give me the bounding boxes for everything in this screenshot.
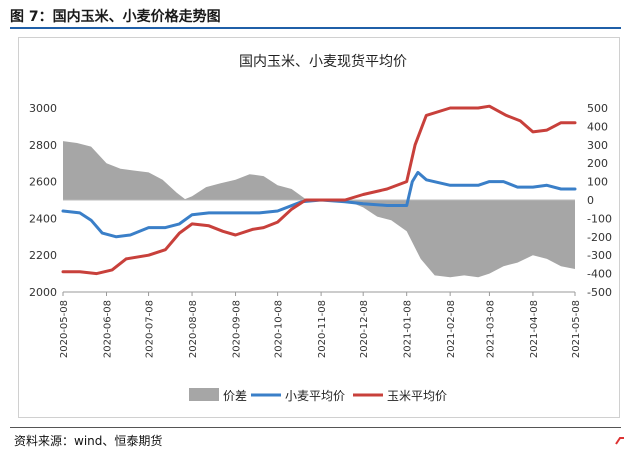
y-right-tick-label: 500	[587, 102, 608, 115]
series-corn-line	[61, 104, 577, 276]
y-right-tick-label: -300	[587, 249, 612, 262]
y-right-tick-label: -200	[587, 231, 612, 244]
legend-label: 价差	[223, 389, 247, 403]
x-tick-label: 2021-04-08	[529, 300, 540, 358]
x-tick-label: 2020-06-08	[103, 300, 114, 358]
y-left-tick-label: 3000	[29, 102, 57, 115]
y-right-tick-label: 0	[587, 194, 594, 207]
x-tick-label: 2020-08-08	[188, 300, 199, 358]
legend-item: 玉米平均价	[353, 389, 447, 403]
y-left-tick-label: 2200	[29, 249, 57, 262]
x-tick-label: 2020-09-08	[232, 300, 243, 358]
chart-title: 国内玉米、小麦现货平均价	[239, 53, 407, 70]
x-tick-label: 2021-03-08	[485, 300, 496, 358]
y-right-tick-label: 300	[587, 139, 608, 152]
legend-item: 小麦平均价	[251, 389, 345, 403]
figure-title: 图 7：国内玉米、小麦价格走势图	[10, 9, 221, 25]
x-tick-label: 2020-05-08	[59, 300, 70, 358]
legend-swatch-diff	[189, 388, 219, 401]
y-right-tick-label: 100	[587, 176, 608, 189]
y-right-tick-label: 400	[587, 120, 608, 133]
legend-label: 小麦平均价	[285, 389, 345, 403]
x-tick-label: 2021-05-08	[571, 300, 582, 358]
y-left-tick-label: 2000	[29, 286, 57, 299]
x-tick-label: 2020-11-08	[317, 300, 328, 358]
legend-item: 价差	[189, 388, 247, 403]
source-note: 资料来源：wind、恒泰期货	[14, 434, 163, 448]
y-right-tick-label: -500	[587, 286, 612, 299]
y-right-tick-label: -100	[587, 212, 612, 225]
y-left-tick-label: 2600	[29, 176, 57, 189]
series-diff-area	[63, 141, 575, 278]
title-rule	[10, 27, 621, 29]
x-tick-label: 2021-01-08	[403, 300, 414, 358]
legend-label: 玉米平均价	[387, 389, 447, 403]
price-chart: 国内玉米、小麦现货平均价 200022002400260028003000-50…	[29, 53, 612, 403]
x-tick-label: 2020-07-08	[145, 300, 156, 358]
y-right-tick-label: 200	[587, 157, 608, 170]
x-tick-label: 2020-12-08	[359, 300, 370, 358]
y-left-tick-label: 2800	[29, 139, 57, 152]
y-right-tick-label: -400	[587, 268, 612, 281]
x-tick-label: 2021-02-08	[446, 300, 457, 358]
source-rule	[10, 427, 621, 428]
corner-mark-icon	[615, 437, 624, 445]
chart-frame: 国内玉米、小麦现货平均价 2000 2200 2400 2600 2800 3000 -50…	[18, 37, 620, 418]
x-tick-label: 2020-10-08	[274, 300, 285, 358]
y-left-tick-label: 2400	[29, 212, 57, 225]
